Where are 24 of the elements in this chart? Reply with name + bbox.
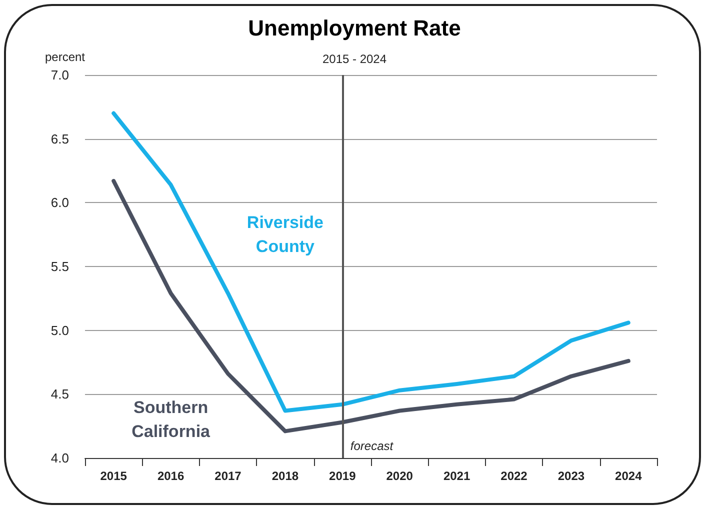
chart-title: Unemployment Rate [248,16,461,40]
x-tick-label: 2024 [615,469,642,483]
y-tick-label: 5.0 [50,322,69,338]
x-tick-label: 2023 [558,469,585,483]
x-tick-label: 2022 [500,469,528,483]
y-tick-label: 6.5 [50,131,69,146]
chart-subtitle: 2015 - 2024 [322,52,387,66]
y-tick-label: 4.5 [50,386,69,402]
y-axis-title: percent [44,50,86,64]
x-tick-label: 2017 [214,469,242,483]
x-tick-label: 2018 [272,469,299,483]
x-tick-label: 2021 [443,469,470,483]
y-tick-label: 6.0 [50,195,69,210]
y-tick-label: 5.5 [50,259,69,274]
ref-line-label: forecast [350,439,394,453]
series-label: Southern California [132,398,211,442]
x-tick-label: 2019 [329,469,356,483]
x-tick-label: 2015 [100,469,128,483]
x-tick-label: 2020 [386,469,414,483]
y-tick-label: 7.0 [50,68,69,82]
text: Riverside County [246,213,324,256]
line-series [112,111,630,413]
x-tick-label: 2016 [157,469,184,483]
y-tick-label: 4.0 [50,450,69,466]
